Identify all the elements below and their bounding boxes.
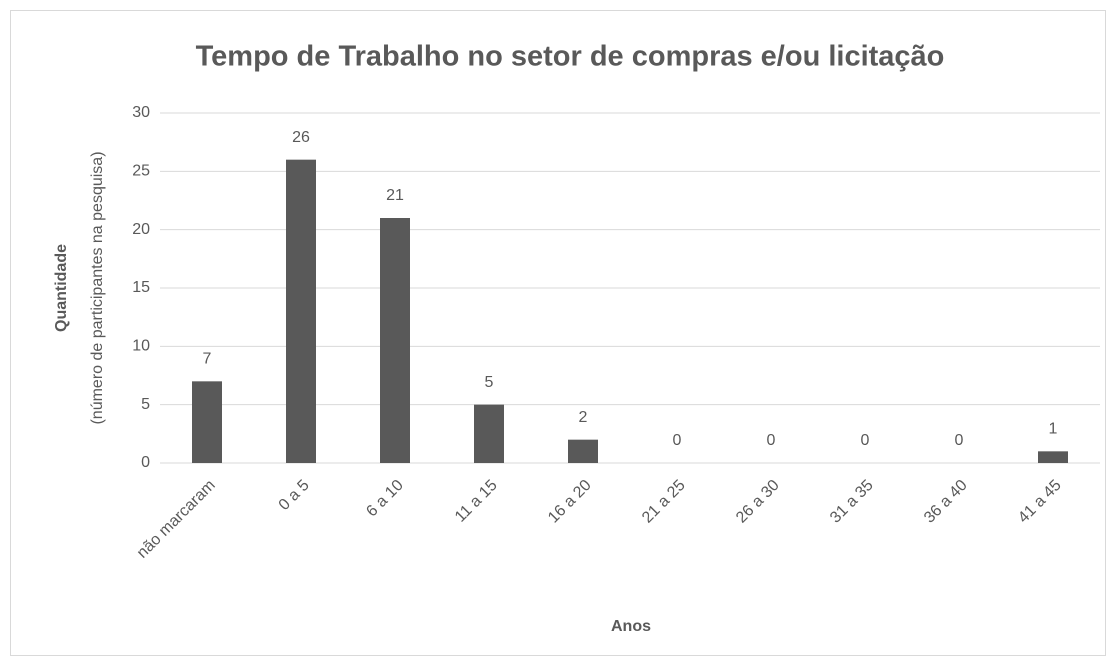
bar <box>380 218 410 463</box>
y-tick-label: 15 <box>132 279 150 296</box>
y-tick-label: 5 <box>141 396 150 413</box>
data-label: 0 <box>673 432 682 449</box>
y-tick-label: 30 <box>132 104 150 121</box>
bar <box>286 159 316 463</box>
y-tick-label: 20 <box>132 221 150 238</box>
y-tick-label: 10 <box>132 338 150 355</box>
bar <box>1038 451 1068 463</box>
y-tick-label: 0 <box>141 454 150 471</box>
data-label: 5 <box>485 374 494 391</box>
chart-border <box>10 10 1106 656</box>
data-label: 0 <box>955 432 964 449</box>
data-label: 26 <box>292 129 310 146</box>
data-label: 7 <box>203 351 212 368</box>
data-label: 0 <box>767 432 776 449</box>
y-axis-subtitle: (número de participantes na pesquisa) <box>89 151 106 424</box>
chart-title: Tempo de Trabalho no setor de compras e/… <box>196 41 945 73</box>
bar <box>568 439 598 463</box>
y-axis-title: Quantidade <box>53 244 70 332</box>
bar <box>192 381 222 463</box>
data-label: 0 <box>861 432 870 449</box>
bar <box>474 404 504 463</box>
data-label: 21 <box>386 187 404 204</box>
y-tick-label: 25 <box>132 163 150 180</box>
data-label: 1 <box>1049 421 1058 438</box>
data-label: 2 <box>579 409 588 426</box>
x-axis-title: Anos <box>611 618 651 635</box>
